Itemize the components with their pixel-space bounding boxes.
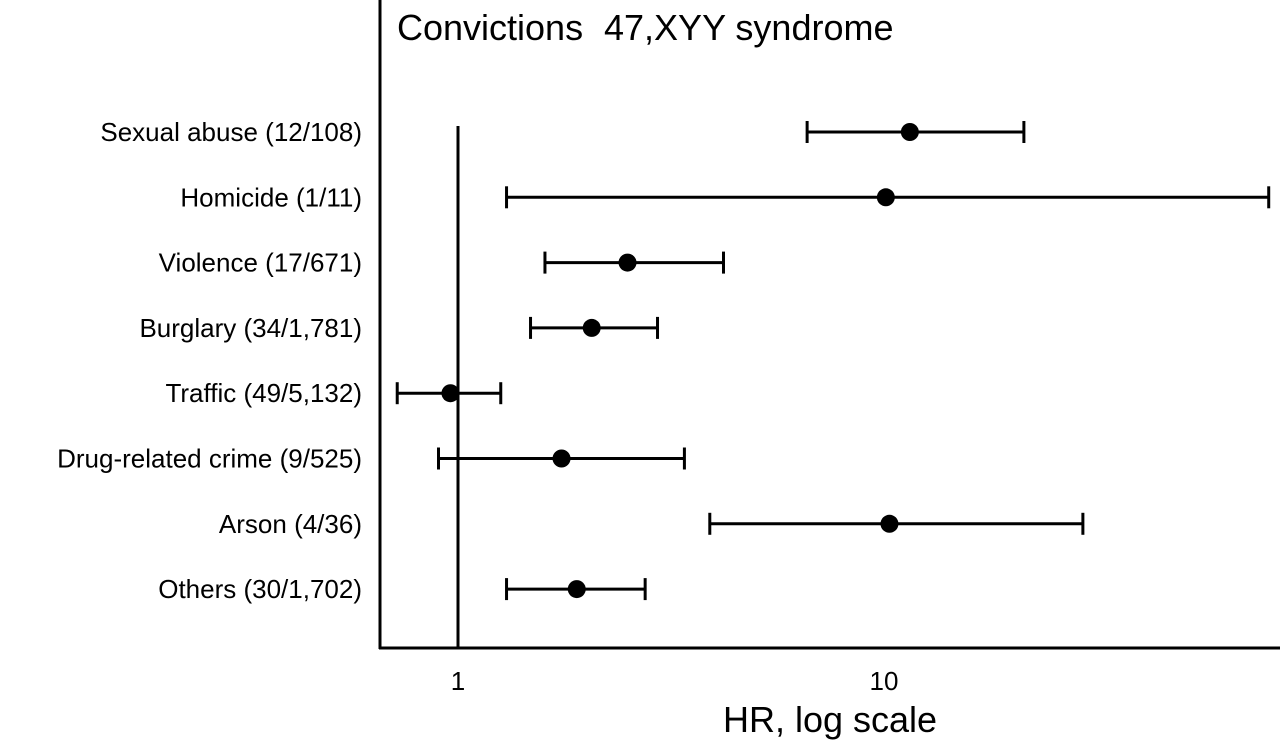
forest-row: Violence (17/671) (159, 248, 726, 278)
row-label: Violence (17/671) (159, 248, 362, 278)
row-label: Homicide (1/11) (180, 182, 362, 212)
chart-title-part-1: Convictions (397, 7, 583, 48)
forest-rows: Sexual abuse (12/108) Homicide (1/11) Viol… (57, 117, 1271, 604)
x-axis-ticks: 1 10 (451, 666, 899, 696)
row-label: Drug-related crime (9/525) (57, 444, 362, 474)
row-label: Burglary (34/1,781) (139, 313, 362, 343)
x-tick-label: 1 (451, 666, 465, 696)
forest-row: Homicide (1/11) (180, 182, 1271, 212)
hazard-ratio-point (441, 384, 460, 403)
row-label: Arson (4/36) (219, 509, 362, 539)
hazard-ratio-point (582, 318, 601, 337)
forest-row: Sexual abuse (12/108) (100, 117, 1026, 147)
chart-title-part-2: 47,XYY syndrome (604, 7, 894, 48)
forest-row: Traffic (49/5,132) (165, 378, 503, 408)
row-label: Traffic (49/5,132) (165, 378, 362, 408)
chart-title: Convictions 47,XYY syndrome (397, 7, 894, 48)
forest-row: Arson (4/36) (219, 509, 1085, 539)
hazard-ratio-point (618, 253, 637, 272)
forest-row: Burglary (34/1,781) (139, 313, 660, 343)
row-label: Sexual abuse (12/108) (100, 117, 362, 147)
x-tick-label: 10 (870, 666, 899, 696)
forest-row: Others (30/1,702) (158, 574, 647, 604)
hazard-ratio-point (567, 580, 586, 599)
hazard-ratio-point (552, 449, 571, 468)
row-label: Others (30/1,702) (158, 574, 362, 604)
hazard-ratio-point (900, 123, 919, 141)
plot-frame (378, 0, 1280, 650)
hazard-ratio-point (876, 188, 895, 207)
forest-row: Drug-related crime (9/525) (57, 444, 686, 474)
x-axis-label: HR, log scale (723, 699, 937, 740)
hazard-ratio-point (880, 514, 899, 533)
